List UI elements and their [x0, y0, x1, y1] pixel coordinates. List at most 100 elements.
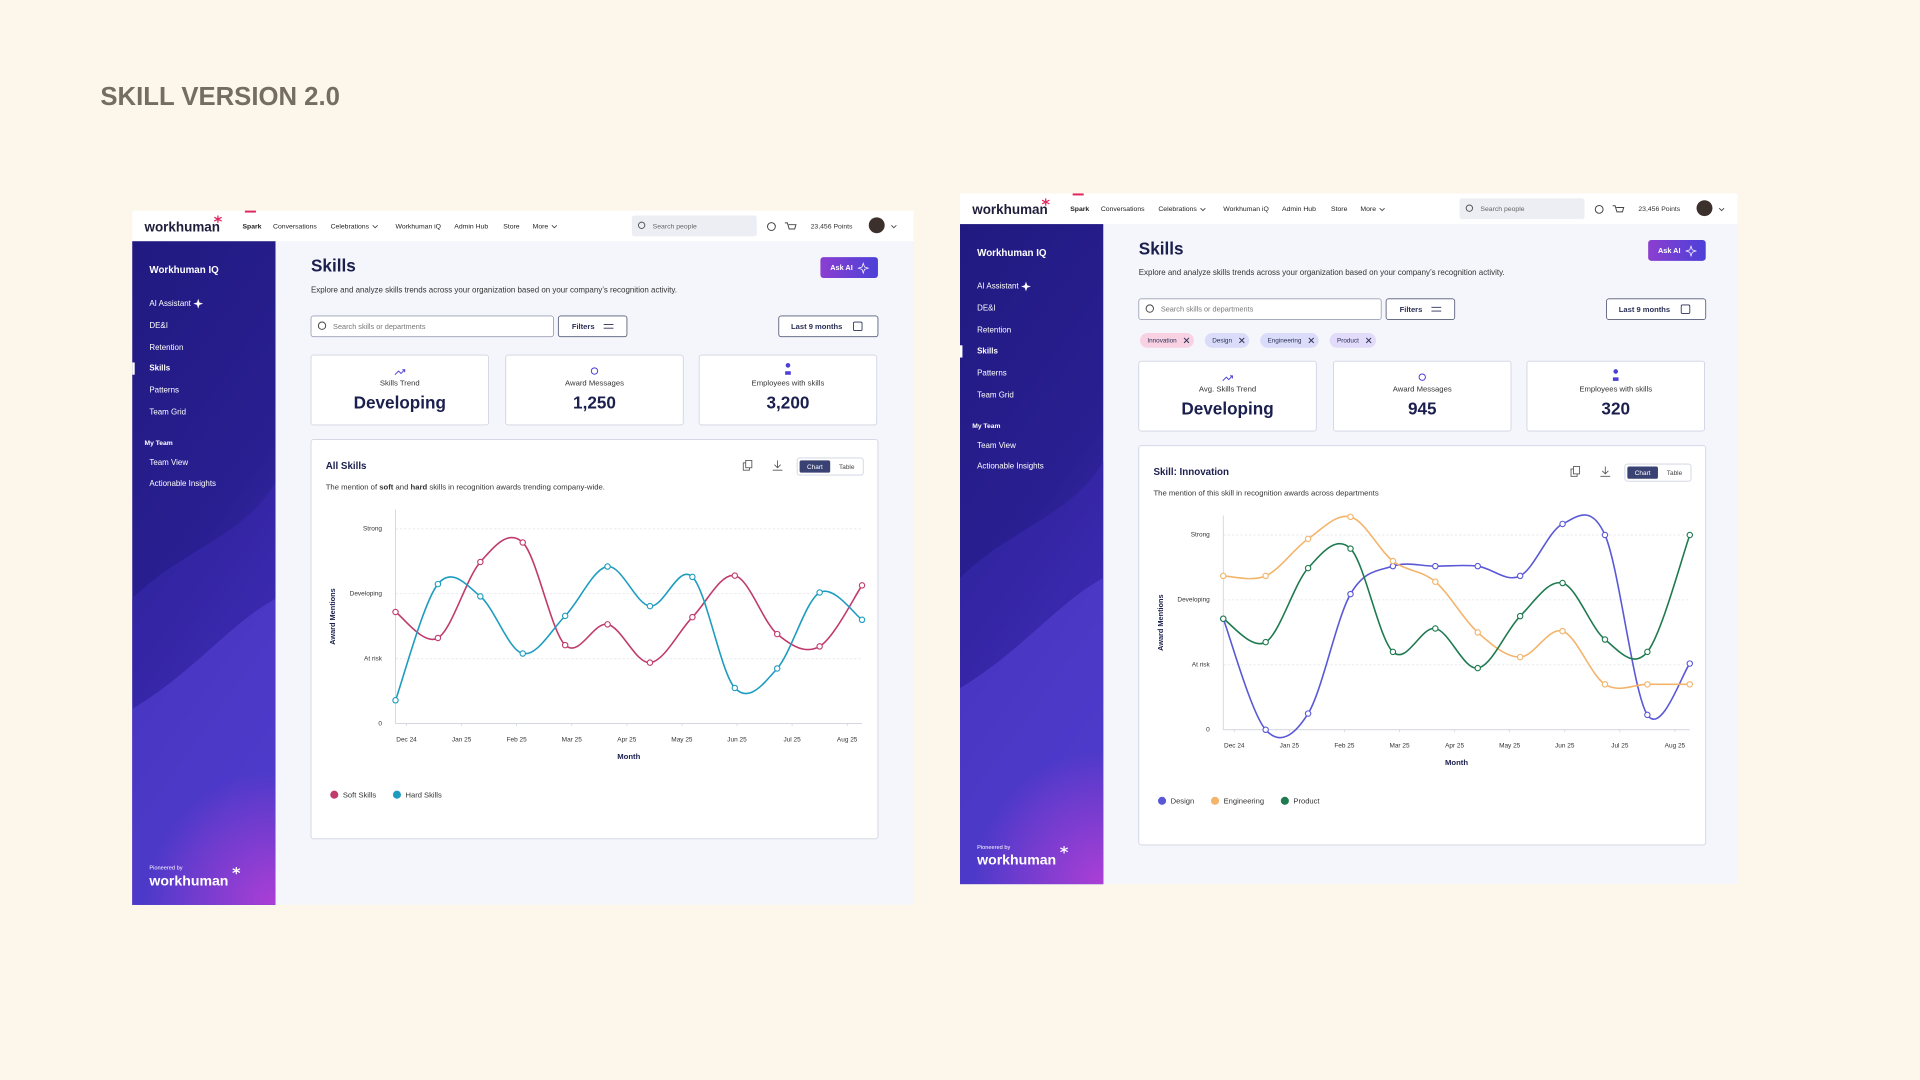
- nav-item[interactable]: Store: [1331, 206, 1348, 213]
- download-icon[interactable]: [772, 460, 783, 471]
- help-icon[interactable]: [767, 222, 776, 231]
- chevron-icon: [1718, 207, 1725, 212]
- sidebar-item[interactable]: Skills: [149, 364, 170, 373]
- data-point: [1262, 726, 1269, 734]
- nav-item[interactable]: Celebrations: [331, 223, 370, 230]
- kpi-value: 1,250: [573, 393, 616, 413]
- toggle-option[interactable]: Table: [1667, 470, 1683, 477]
- nav-item[interactable]: More: [1360, 206, 1376, 213]
- data-point: [1432, 562, 1439, 570]
- x-tick-label: Feb 25: [507, 736, 528, 743]
- sidebar-item[interactable]: DE&I: [149, 321, 168, 330]
- avatar[interactable]: [1696, 200, 1713, 217]
- toggle-active[interactable]: [1627, 466, 1658, 479]
- nav-search-placeholder: Search people: [1480, 206, 1524, 213]
- data-point: [434, 580, 442, 588]
- sidebar-item[interactable]: Actionable Insights: [149, 479, 216, 488]
- sidebar-item[interactable]: Team Grid: [977, 391, 1014, 400]
- nav-item[interactable]: Store: [503, 223, 520, 230]
- chip-remove-icon[interactable]: [1183, 337, 1190, 344]
- sidebar-item[interactable]: Retention: [149, 343, 183, 352]
- x-tick-label: Jun 25: [1555, 742, 1575, 749]
- series-line: [1222, 534, 1691, 669]
- filter-chip[interactable]: [1260, 333, 1319, 348]
- legend-label: Engineering: [1224, 796, 1264, 805]
- person-icon: [785, 363, 791, 375]
- nav-item[interactable]: Admin Hub: [454, 223, 488, 230]
- period-button[interactable]: [778, 315, 879, 338]
- sidebar-item[interactable]: Patterns: [149, 386, 179, 395]
- skills-search[interactable]: [1138, 298, 1382, 321]
- data-point: [858, 582, 866, 589]
- data-point: [1220, 615, 1227, 623]
- nav-active-bar: [1072, 193, 1084, 196]
- sidebar-item[interactable]: Team View: [149, 458, 188, 467]
- filters-button[interactable]: [1385, 298, 1456, 321]
- sidebar-item[interactable]: AI Assistant: [977, 282, 1019, 291]
- nav-item[interactable]: Admin Hub: [1282, 206, 1316, 213]
- nav-item[interactable]: More: [533, 223, 549, 230]
- nav-item[interactable]: Conversations: [273, 223, 317, 230]
- filter-chip[interactable]: [1329, 333, 1377, 348]
- skills-search[interactable]: [310, 315, 554, 338]
- chip-remove-icon[interactable]: [1365, 337, 1372, 344]
- data-point: [858, 616, 866, 624]
- skills-search-placeholder: Search skills or departments: [333, 322, 426, 331]
- sidebar-item[interactable]: Skills: [977, 347, 998, 356]
- points: 23,456 Points: [1638, 206, 1680, 213]
- sidebar-item[interactable]: DE&I: [977, 304, 996, 313]
- filter-chip-label: Design: [1212, 338, 1232, 345]
- chip-remove-icon[interactable]: [1308, 337, 1315, 344]
- sidebar-item[interactable]: Team Grid: [149, 408, 186, 417]
- nav-item[interactable]: Celebrations: [1158, 206, 1197, 213]
- footer-asterisk: [232, 866, 241, 875]
- data-point: [1644, 711, 1651, 719]
- nav-search[interactable]: [1459, 198, 1585, 220]
- avatar[interactable]: [868, 217, 885, 234]
- nav-item[interactable]: Conversations: [1101, 206, 1145, 213]
- y-tick-label: Strong: [363, 526, 382, 533]
- sidebar-item[interactable]: Actionable Insights: [977, 462, 1044, 471]
- kpi-card: [698, 354, 878, 426]
- x-tick-label: Aug 25: [1665, 742, 1686, 749]
- filters-button[interactable]: [557, 315, 628, 338]
- data-point: [392, 608, 399, 616]
- kpi-label: Employees with skills: [1579, 384, 1652, 393]
- filter-chip[interactable]: [1140, 333, 1194, 348]
- nav-item[interactable]: Workhuman iQ: [1223, 206, 1269, 213]
- sidebar-item[interactable]: Team View: [977, 441, 1016, 450]
- x-tick-label: Apr 25: [1445, 742, 1464, 749]
- top-nav: [960, 193, 1738, 225]
- y-tick-label: 0: [378, 720, 382, 727]
- nav-item[interactable]: Spark: [1070, 206, 1089, 213]
- chip-remove-icon[interactable]: [1239, 337, 1245, 344]
- help-icon[interactable]: [1594, 204, 1604, 214]
- nav-item[interactable]: Workhuman iQ: [396, 223, 442, 230]
- toggle-active[interactable]: [799, 460, 831, 473]
- award-icon: [590, 367, 599, 375]
- cart-icon[interactable]: [1612, 205, 1625, 213]
- download-icon[interactable]: [1600, 466, 1611, 477]
- kpi-value: Developing: [1181, 399, 1273, 419]
- footer-logo: workhuman: [976, 852, 1056, 868]
- period-button[interactable]: [1606, 298, 1707, 321]
- kpi-value: Developing: [354, 393, 446, 413]
- cart-icon[interactable]: [784, 222, 797, 230]
- y-axis-label: Award Mentions: [328, 588, 337, 644]
- kpi-label: Skills Trend: [380, 378, 420, 387]
- legend-swatch: [1280, 796, 1289, 805]
- filter-chip[interactable]: [1204, 333, 1250, 348]
- toggle-option[interactable]: Chart: [1635, 470, 1651, 477]
- x-axis-label: Month: [1445, 758, 1468, 767]
- sidebar-item[interactable]: Patterns: [977, 369, 1007, 378]
- sidebar-item[interactable]: AI Assistant: [149, 299, 191, 308]
- series-line: [1222, 514, 1691, 739]
- toggle-option[interactable]: Table: [839, 464, 855, 471]
- sidebar-item[interactable]: Retention: [977, 326, 1011, 335]
- y-axis-label: Award Mentions: [1156, 594, 1165, 650]
- toggle-option[interactable]: Chart: [807, 464, 823, 471]
- nav-search[interactable]: [631, 215, 757, 237]
- data-point: [1474, 562, 1481, 570]
- copy-icon-back: [1573, 466, 1581, 475]
- nav-item[interactable]: Spark: [242, 223, 261, 230]
